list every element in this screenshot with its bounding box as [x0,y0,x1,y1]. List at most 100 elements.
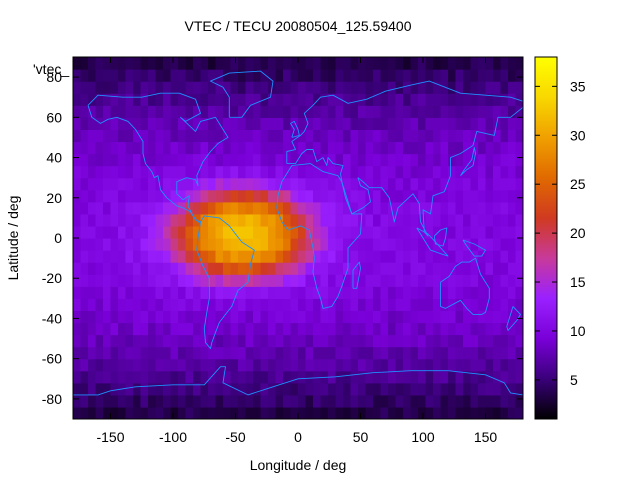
heatmap-cell [358,358,367,372]
heatmap-cell [140,346,149,360]
heatmap-cell [298,141,307,155]
heatmap-cell [88,298,97,311]
heatmap-cell [200,298,209,311]
heatmap-cell [88,310,97,324]
heatmap-cell [418,189,427,203]
heatmap-cell [470,81,479,94]
heatmap-cell [170,57,179,70]
heatmap-cell [365,177,374,191]
heatmap-cell [365,358,374,372]
heatmap-cell [478,81,487,94]
heatmap-cell [253,334,262,348]
heatmap-cell [73,189,82,203]
heatmap-cell [335,105,344,118]
heatmap-cell [73,394,82,408]
heatmap-cell [440,189,449,203]
heatmap-cell [350,225,359,239]
heatmap-cell [305,298,314,311]
heatmap-cell [425,105,434,118]
heatmap-cell [223,238,232,251]
heatmap-cell [403,250,412,263]
heatmap-cell [440,57,449,70]
heatmap-cell [500,153,509,167]
heatmap-cell [448,286,457,299]
heatmap-cell [223,81,232,94]
heatmap-cell [410,117,419,130]
heatmap-cell [215,382,224,396]
heatmap-cell [418,382,427,396]
heatmap-cell [125,394,134,408]
heatmap-cell [470,358,479,372]
heatmap-cell [193,394,202,408]
heatmap-cell [395,201,404,215]
heatmap-cell [193,153,202,167]
heatmap-cell [245,358,254,372]
heatmap-cell [140,165,149,179]
heatmap-cell [463,334,472,348]
heatmap-cell [298,225,307,239]
heatmap-cell [110,262,119,275]
heatmap-cell [148,153,157,167]
heatmap-cell [275,165,284,179]
heatmap-cell [508,69,517,82]
heatmap-cell [118,334,127,348]
heatmap-cell [418,153,427,167]
heatmap-cell [320,346,329,360]
heatmap-cell [155,189,164,203]
heatmap-cell [455,322,464,336]
heatmap-cell [478,262,487,275]
heatmap-cell [148,262,157,275]
heatmap-cell [440,322,449,336]
heatmap-cell [448,382,457,396]
heatmap-cell [418,81,427,94]
heatmap-cell [485,394,494,408]
heatmap-cell [80,298,89,311]
heatmap-cell [290,93,299,106]
heatmap-cell [343,57,352,70]
heatmap-cell [80,165,89,179]
heatmap-cell [110,370,119,384]
heatmap-cell [245,129,254,143]
heatmap-cell [80,310,89,324]
heatmap-cell [140,93,149,106]
heatmap-cell [343,153,352,167]
heatmap-cell [110,382,119,396]
heatmap-cell [305,165,314,179]
heatmap-cell [335,334,344,348]
heatmap-cell [290,358,299,372]
heatmap-cell [140,250,149,263]
heatmap-cell [268,129,277,143]
heatmap-cell [455,334,464,348]
heatmap-cell [320,358,329,372]
heatmap-cell [290,382,299,396]
heatmap-cell [478,346,487,360]
heatmap-cell [433,262,442,275]
heatmap-cell [448,213,457,227]
heatmap-cell [208,141,217,155]
heatmap-cell [103,238,112,251]
heatmap-cell [148,286,157,299]
heatmap-cell [80,262,89,275]
heatmap-cell [313,93,322,106]
heatmap-cell [253,213,262,227]
heatmap-cell [455,358,464,372]
heatmap-cell [440,93,449,106]
heatmap-cell [125,225,134,239]
heatmap-cell [283,225,292,239]
heatmap-cell [373,346,382,360]
heatmap-cell [463,286,472,299]
heatmap-cell [410,153,419,167]
heatmap-cell [223,298,232,311]
heatmap-cell [358,262,367,275]
heatmap-cell [268,225,277,239]
heatmap-cell [163,153,172,167]
heatmap-cell [283,69,292,82]
heatmap-cell [478,93,487,106]
heatmap-cell [455,93,464,106]
heatmap-cell [88,250,97,263]
heatmap-cell [425,81,434,94]
heatmap-cell [395,213,404,227]
heatmap-cell [388,69,397,82]
heatmap-cell [238,153,247,167]
heatmap-cell [463,238,472,251]
